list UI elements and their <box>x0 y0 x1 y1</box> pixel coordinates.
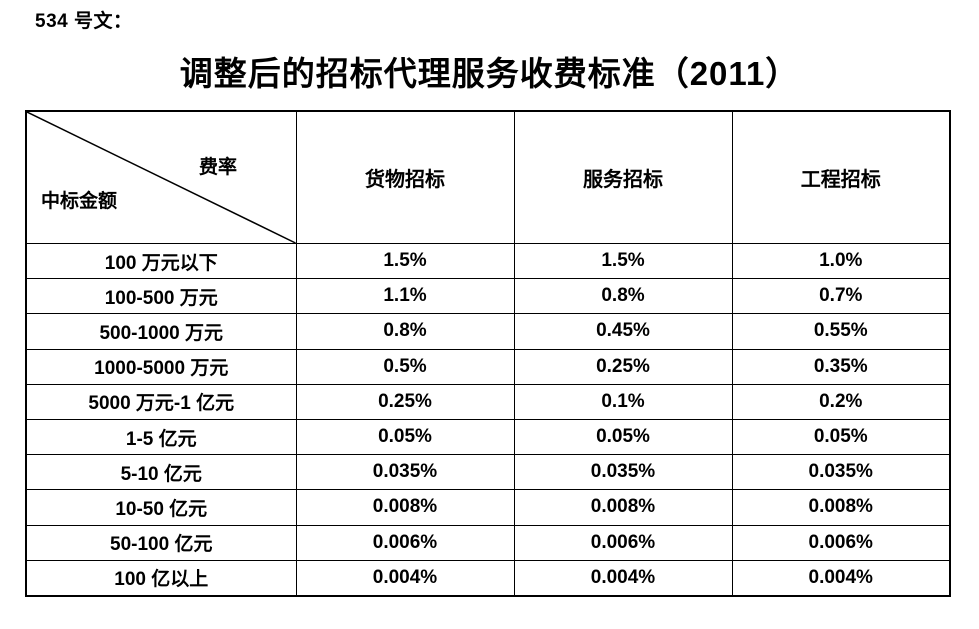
table-row: 500-1000 万元 0.8% 0.45% 0.55% <box>25 313 951 350</box>
table-row: 50-100 亿元 0.006% 0.006% 0.006% <box>25 524 951 561</box>
table-row: 1000-5000 万元 0.5% 0.25% 0.35% <box>25 348 951 385</box>
fee-cell: 1.0% <box>731 242 951 280</box>
column-header-engineering: 工程招标 <box>731 110 951 244</box>
row-label: 1000-5000 万元 <box>25 348 297 385</box>
row-label: 100-500 万元 <box>25 278 297 315</box>
table-row: 100 万元以下 1.5% 1.5% 1.0% <box>25 242 951 280</box>
fee-table-body: 100 万元以下 1.5% 1.5% 1.0% 100-500 万元 1.1% 0.8% 0.… <box>25 242 951 597</box>
fee-cell: 0.35% <box>731 348 951 385</box>
corner-cell: 费率 中标金额 <box>25 110 297 244</box>
table-row: 100 亿以上 0.004% 0.004% 0.004% <box>25 559 951 597</box>
table-row: 5000 万元-1 亿元 0.25% 0.1% 0.2% <box>25 383 951 420</box>
fee-cell: 0.45% <box>513 313 733 350</box>
diagonal-line <box>27 112 296 243</box>
row-label: 500-1000 万元 <box>25 313 297 350</box>
doc-number-label: 534 号文： <box>35 11 133 32</box>
corner-label-rate: 费率 <box>199 157 238 178</box>
fee-rate-table: 费率 中标金额 货物招标 服务招标 工程招标 100 万元以下 1.5% 1.5% 1… <box>25 110 951 597</box>
fee-cell: 0.008% <box>731 489 951 526</box>
fee-cell: 0.035% <box>295 454 515 491</box>
fee-cell: 0.5% <box>295 348 515 385</box>
fee-cell: 0.1% <box>513 383 733 420</box>
fee-cell: 0.004% <box>513 559 733 597</box>
fee-cell: 0.035% <box>513 454 733 491</box>
fee-cell: 0.25% <box>295 383 515 420</box>
fee-cell: 0.008% <box>513 489 733 526</box>
fee-cell: 1.5% <box>513 242 733 280</box>
row-label: 1-5 亿元 <box>25 418 297 456</box>
fee-cell: 1.5% <box>295 242 515 280</box>
row-label: 100 万元以下 <box>25 242 297 280</box>
page-title: 调整后的招标代理服务收费标准（2011） <box>179 55 800 92</box>
fee-cell: 0.035% <box>731 454 951 491</box>
fee-cell: 0.05% <box>513 418 733 456</box>
table-row: 1-5 亿元 0.05% 0.05% 0.05% <box>25 418 951 456</box>
corner-label-amount: 中标金额 <box>41 191 118 212</box>
column-header-services: 服务招标 <box>513 110 733 244</box>
fee-cell: 0.004% <box>731 559 951 597</box>
fee-cell: 0.8% <box>295 313 515 350</box>
table-row: 100-500 万元 1.1% 0.8% 0.7% <box>25 278 951 315</box>
fee-cell: 0.7% <box>731 278 951 315</box>
header-row: 费率 中标金额 货物招标 服务招标 工程招标 <box>25 110 951 244</box>
row-label: 50-100 亿元 <box>25 524 297 561</box>
fee-cell: 0.05% <box>731 418 951 456</box>
fee-cell: 0.55% <box>731 313 951 350</box>
row-label: 5-10 亿元 <box>25 454 297 491</box>
row-label: 5000 万元-1 亿元 <box>25 383 297 420</box>
row-label: 100 亿以上 <box>25 559 297 597</box>
fee-cell: 0.8% <box>513 278 733 315</box>
column-header-goods: 货物招标 <box>295 110 515 244</box>
fee-cell: 0.008% <box>295 489 515 526</box>
fee-cell: 1.1% <box>295 278 515 315</box>
fee-cell: 0.006% <box>731 524 951 561</box>
fee-cell: 0.2% <box>731 383 951 420</box>
fee-cell: 0.05% <box>295 418 515 456</box>
row-label: 10-50 亿元 <box>25 489 297 526</box>
table-row: 10-50 亿元 0.008% 0.008% 0.008% <box>25 489 951 526</box>
fee-cell: 0.006% <box>513 524 733 561</box>
fee-cell: 0.25% <box>513 348 733 385</box>
fee-cell: 0.004% <box>295 559 515 597</box>
table-row: 5-10 亿元 0.035% 0.035% 0.035% <box>25 454 951 491</box>
fee-cell: 0.006% <box>295 524 515 561</box>
